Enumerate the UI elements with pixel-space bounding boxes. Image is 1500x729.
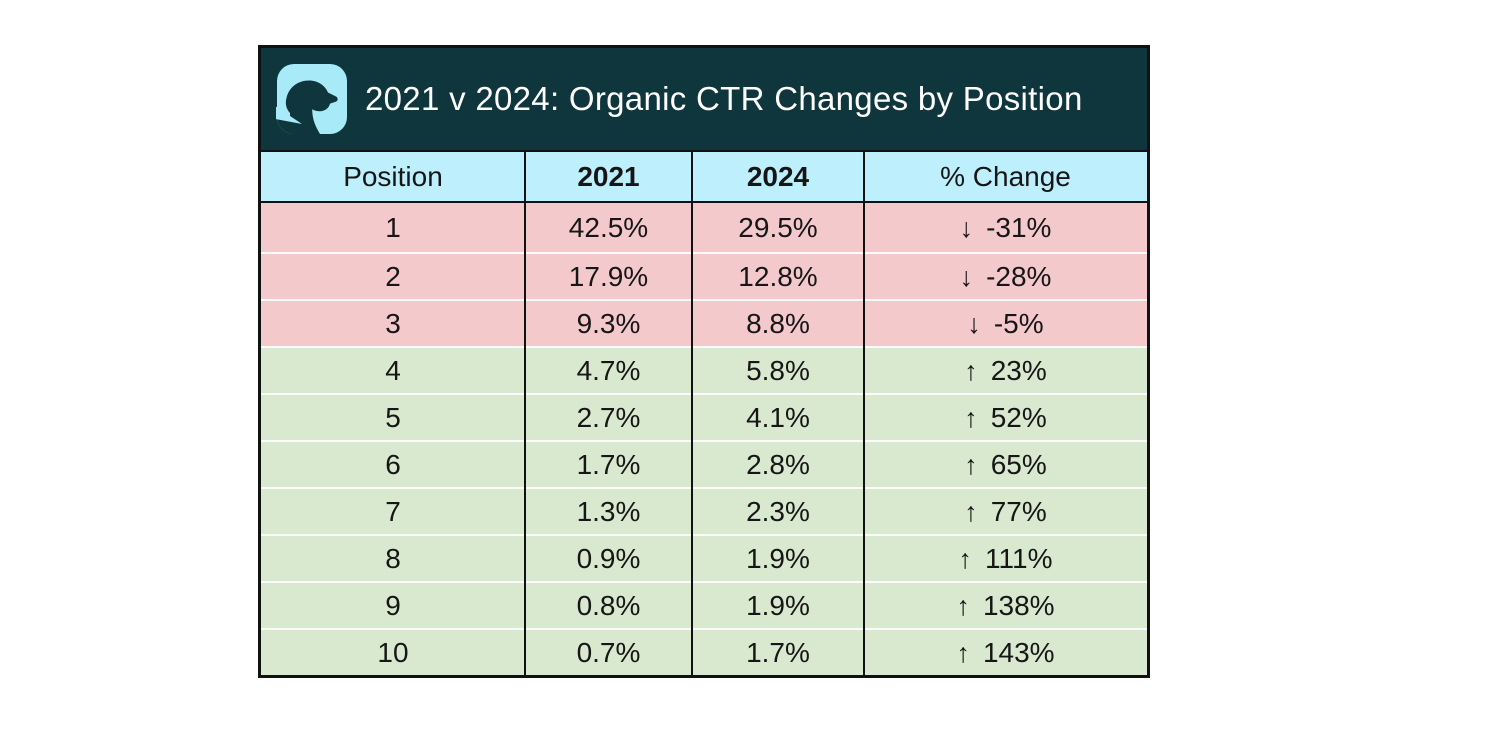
cell-ctr-2021: 9.3% [525,299,692,346]
change-value: -5% [993,307,1044,339]
change-group: ↓ -31% [960,212,1052,244]
cell-position: 1 [261,203,525,252]
title-bar: 2021 v 2024: Organic CTR Changes by Posi… [261,48,1147,152]
cell-ctr-2024: 8.8% [692,299,864,346]
change-value: 65% [990,448,1047,480]
cell-change: ↓ -28% [864,252,1147,299]
cell-position: 4 [261,346,525,393]
change-value: 143% [982,636,1055,668]
table-row: 10 0.7% 1.7% ↑ 143% [261,628,1147,675]
cell-position: 5 [261,393,525,440]
change-value: -28% [986,260,1052,292]
cell-ctr-2024: 1.7% [692,628,864,675]
change-group: ↑ 143% [956,637,1054,669]
cell-ctr-2021: 4.7% [525,346,692,393]
cell-ctr-2024: 4.1% [692,393,864,440]
change-group: ↓ -28% [960,261,1052,293]
table-area: Position 2021 2024 % Change 1 42.5% 29.5… [261,152,1147,675]
change-value: -31% [986,211,1052,243]
table-header: Position 2021 2024 % Change [261,152,1147,203]
trend-arrow-icon: ↓ [967,308,981,339]
cell-change: ↑ 143% [864,628,1147,675]
cell-position: 8 [261,534,525,581]
trend-arrow-icon: ↑ [964,496,978,527]
table-row: 7 1.3% 2.3% ↑ 77% [261,487,1147,534]
table-row: 8 0.9% 1.9% ↑ 111% [261,534,1147,581]
table-row: 9 0.8% 1.9% ↑ 138% [261,581,1147,628]
trend-arrow-icon: ↑ [956,637,970,668]
trend-arrow-icon: ↑ [964,355,978,386]
cell-position: 3 [261,299,525,346]
change-group: ↑ 111% [959,543,1053,575]
col-header-position: Position [261,152,525,203]
cell-change: ↑ 65% [864,440,1147,487]
cell-change: ↑ 52% [864,393,1147,440]
cell-change: ↑ 138% [864,581,1147,628]
header-row: Position 2021 2024 % Change [261,152,1147,203]
trend-arrow-icon: ↑ [958,543,973,574]
table-row: 4 4.7% 5.8% ↑ 23% [261,346,1147,393]
table-row: 2 17.9% 12.8% ↓ -28% [261,252,1147,299]
cell-change: ↑ 111% [864,534,1147,581]
change-value: 111% [985,542,1053,574]
trend-arrow-icon: ↑ [956,590,970,621]
ctr-comparison-panel: 2021 v 2024: Organic CTR Changes by Posi… [258,45,1150,678]
change-group: ↑ 77% [964,496,1047,528]
cell-ctr-2021: 0.9% [525,534,692,581]
cell-change: ↑ 77% [864,487,1147,534]
page-title: 2021 v 2024: Organic CTR Changes by Posi… [365,80,1083,117]
col-header-change: % Change [864,152,1147,203]
cell-ctr-2021: 42.5% [525,203,692,252]
change-group: ↑ 23% [964,355,1047,387]
change-value: 138% [982,589,1055,621]
cell-ctr-2024: 1.9% [692,534,864,581]
trend-arrow-icon: ↑ [964,402,978,433]
change-group: ↑ 65% [964,449,1047,481]
col-header-2021: 2021 [525,152,692,203]
cell-position: 10 [261,628,525,675]
table-row: 6 1.7% 2.8% ↑ 65% [261,440,1147,487]
trend-arrow-icon: ↓ [959,212,974,243]
cell-ctr-2021: 2.7% [525,393,692,440]
cell-ctr-2021: 0.7% [525,628,692,675]
trend-arrow-icon: ↑ [964,449,978,480]
cell-ctr-2024: 5.8% [692,346,864,393]
cell-ctr-2024: 1.9% [692,581,864,628]
cell-position: 6 [261,440,525,487]
cell-change: ↓ -5% [864,299,1147,346]
table-row: 5 2.7% 4.1% ↑ 52% [261,393,1147,440]
cell-ctr-2024: 29.5% [692,203,864,252]
cell-ctr-2024: 2.3% [692,487,864,534]
dog-logo-icon [275,63,348,135]
col-header-2024: 2024 [692,152,864,203]
cell-change: ↓ -31% [864,203,1147,252]
cell-ctr-2021: 17.9% [525,252,692,299]
change-value: 52% [990,401,1047,433]
trend-arrow-icon: ↓ [959,261,974,292]
change-group: ↑ 138% [956,590,1054,622]
change-group: ↑ 52% [964,402,1047,434]
ctr-table: Position 2021 2024 % Change 1 42.5% 29.5… [261,152,1147,675]
change-value: 77% [990,495,1047,527]
change-value: 23% [990,354,1047,386]
cell-ctr-2021: 0.8% [525,581,692,628]
cell-ctr-2024: 12.8% [692,252,864,299]
cell-ctr-2021: 1.7% [525,440,692,487]
cell-position: 7 [261,487,525,534]
cell-ctr-2021: 1.3% [525,487,692,534]
table-body: 1 42.5% 29.5% ↓ -31% 2 17.9% 12.8% ↓ -28% … [261,203,1147,675]
table-row: 3 9.3% 8.8% ↓ -5% [261,299,1147,346]
cell-position: 9 [261,581,525,628]
cell-ctr-2024: 2.8% [692,440,864,487]
cell-position: 2 [261,252,525,299]
cell-change: ↑ 23% [864,346,1147,393]
change-group: ↓ -5% [967,308,1043,340]
table-row: 1 42.5% 29.5% ↓ -31% [261,203,1147,252]
